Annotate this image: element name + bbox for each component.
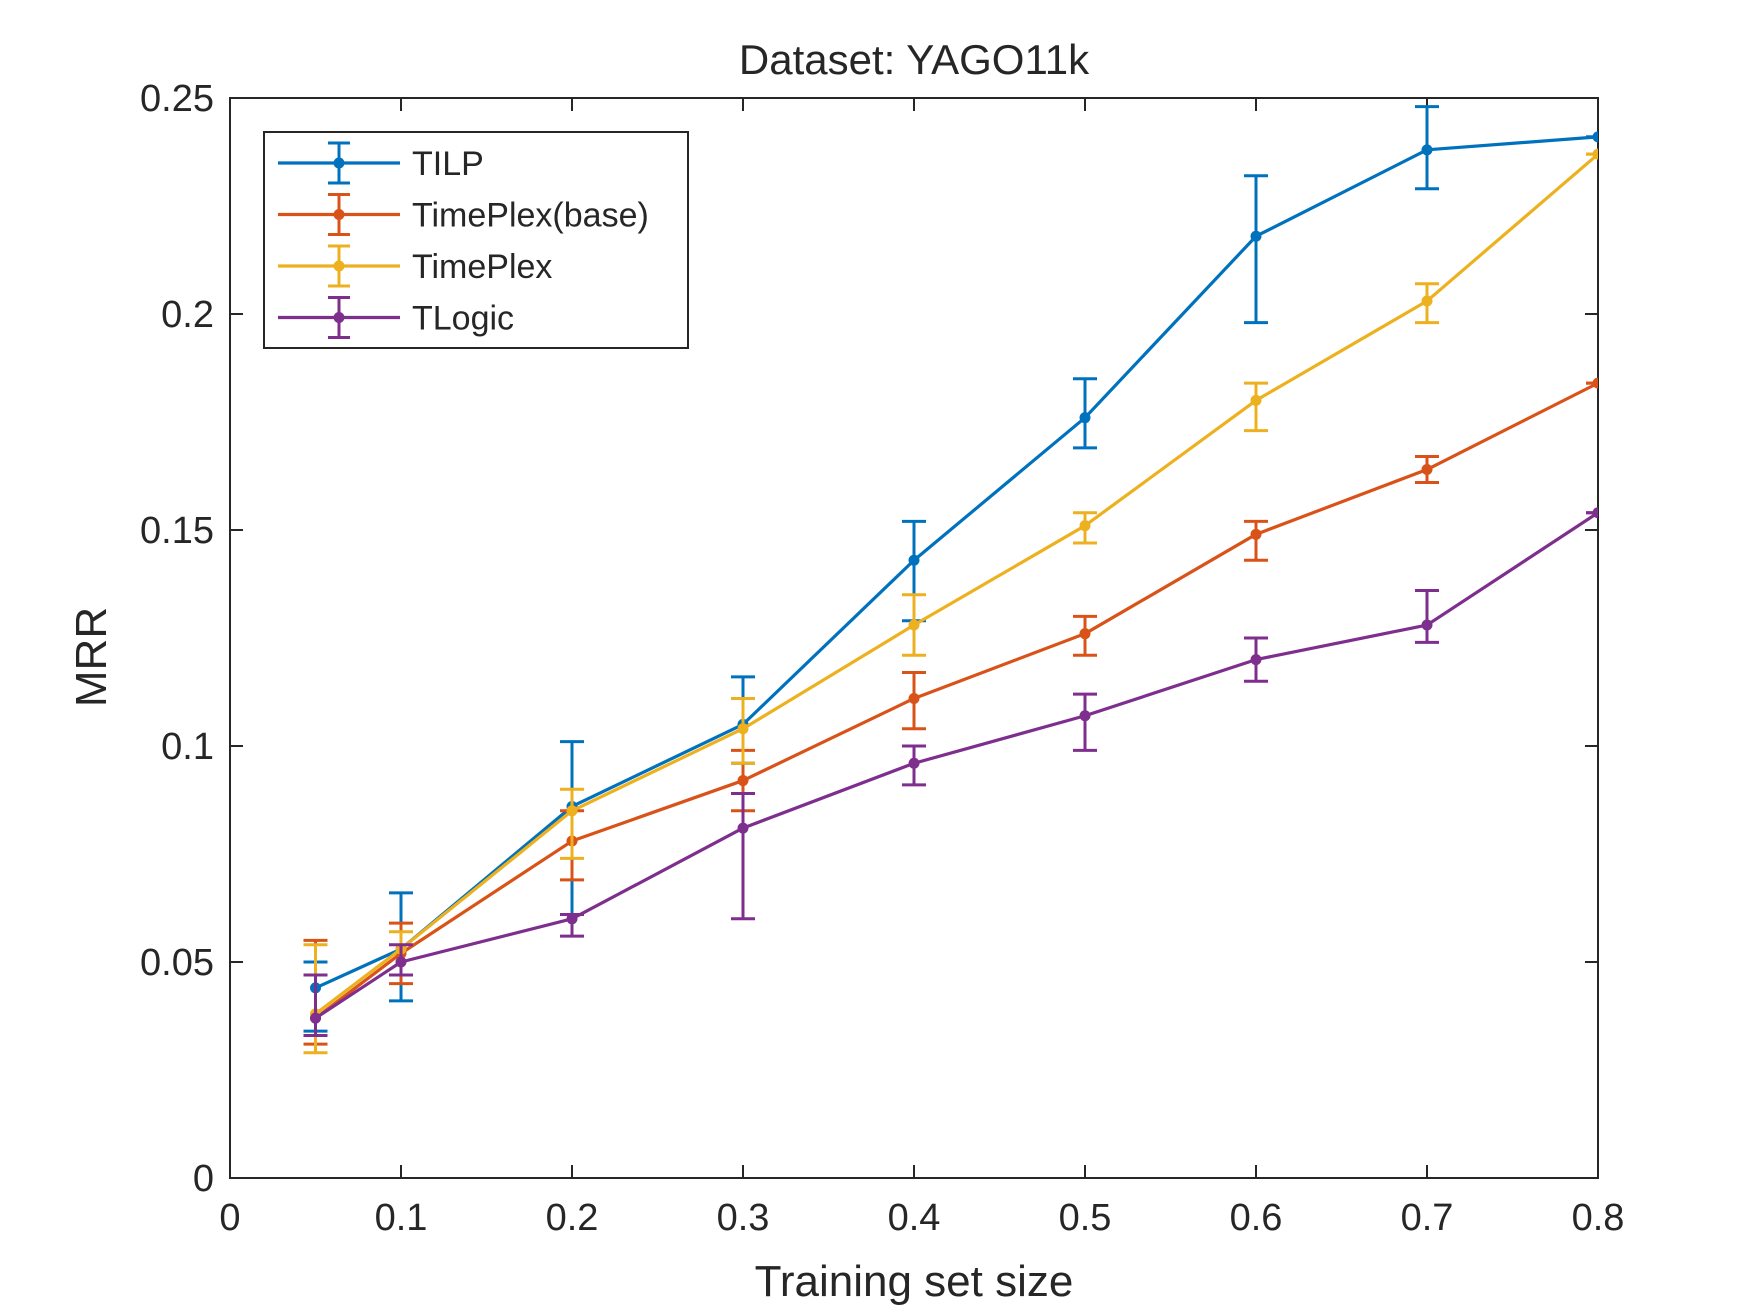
data-point bbox=[1250, 394, 1262, 406]
data-point bbox=[908, 619, 920, 631]
x-axis-label: Training set size bbox=[755, 1257, 1074, 1306]
x-tick-label: 0.8 bbox=[1572, 1197, 1625, 1239]
data-point bbox=[737, 723, 749, 735]
data-point bbox=[1079, 710, 1091, 722]
series-TimePlex bbox=[303, 148, 1598, 1055]
y-tick-label: 0.2 bbox=[161, 294, 214, 336]
legend-swatch-marker bbox=[333, 209, 345, 220]
legend-label: TLogic bbox=[412, 300, 514, 338]
data-point bbox=[1250, 230, 1262, 242]
data-point bbox=[566, 805, 578, 817]
y-axis-label: MRR bbox=[67, 607, 116, 707]
y-tick-label: 0.15 bbox=[140, 510, 214, 552]
data-point bbox=[1421, 464, 1433, 476]
data-point bbox=[737, 822, 749, 834]
legend: TILP TimePlex(base) TimePlex TLogic bbox=[263, 131, 689, 349]
y-tick-label: 0 bbox=[193, 1158, 214, 1200]
data-point bbox=[908, 554, 920, 566]
y-tick-label: 0.1 bbox=[161, 726, 214, 768]
series-TLogic bbox=[303, 507, 1598, 1037]
data-point bbox=[1421, 144, 1433, 156]
data-point bbox=[1421, 619, 1433, 631]
data-point bbox=[1592, 148, 1598, 160]
data-point bbox=[737, 775, 749, 787]
legend-label: TimePlex(base) bbox=[412, 197, 649, 235]
data-point bbox=[1421, 295, 1433, 307]
legend-box bbox=[263, 131, 689, 349]
data-layer bbox=[303, 105, 1598, 1055]
data-point bbox=[1250, 654, 1262, 666]
data-point bbox=[1592, 377, 1598, 389]
data-point bbox=[1079, 628, 1091, 640]
data-point bbox=[1079, 412, 1091, 424]
x-tick-label: 0 bbox=[219, 1197, 240, 1239]
x-tick-label: 0.4 bbox=[888, 1197, 941, 1239]
data-point bbox=[1250, 528, 1262, 540]
x-tick-label: 0.3 bbox=[717, 1197, 770, 1239]
data-point bbox=[1079, 520, 1091, 532]
x-tick-label: 0.5 bbox=[1059, 1197, 1112, 1239]
legend-label: TimePlex bbox=[412, 248, 552, 286]
legend-swatch-marker bbox=[333, 260, 345, 272]
x-tick-label: 0.6 bbox=[1230, 1197, 1283, 1239]
y-tick-label: 0.05 bbox=[140, 942, 214, 984]
data-point bbox=[908, 692, 920, 704]
data-point bbox=[1592, 507, 1598, 519]
data-point bbox=[908, 757, 920, 769]
data-point bbox=[310, 1012, 321, 1024]
legend-swatch-marker bbox=[333, 157, 345, 169]
y-tick-label: 0.25 bbox=[140, 78, 214, 120]
chart-title: Dataset: YAGO11k bbox=[739, 36, 1090, 83]
x-tick-label: 0.1 bbox=[375, 1197, 428, 1239]
legend-label: TILP bbox=[412, 145, 484, 183]
data-point bbox=[566, 913, 578, 925]
x-tick-label: 0.7 bbox=[1401, 1197, 1454, 1239]
x-tick-label: 0.2 bbox=[546, 1197, 599, 1239]
data-point bbox=[395, 956, 407, 968]
data-point bbox=[1592, 131, 1598, 143]
legend-swatch-marker bbox=[333, 312, 345, 323]
plot-area: 0 0.1 0.2 0.3 0.4 0.5 0.6 0.7 0.8 0 0.05 0.1 0.15 0.2… bbox=[140, 78, 1624, 1239]
